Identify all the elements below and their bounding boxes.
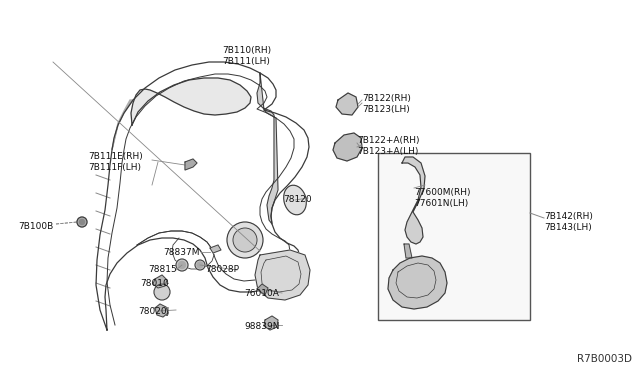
Circle shape [154, 284, 170, 300]
Bar [378, 153, 530, 320]
Ellipse shape [284, 185, 307, 215]
Text: 98839N: 98839N [244, 322, 280, 331]
Text: 77600M(RH)
77601N(LH): 77600M(RH) 77601N(LH) [414, 188, 470, 208]
Polygon shape [255, 250, 310, 300]
Polygon shape [404, 244, 412, 258]
Text: 7B100B: 7B100B [18, 222, 53, 231]
Text: 7B110(RH)
7B111(LH): 7B110(RH) 7B111(LH) [222, 46, 271, 66]
Polygon shape [264, 316, 278, 330]
Circle shape [77, 217, 87, 227]
Polygon shape [155, 304, 168, 317]
Text: 78028P: 78028P [205, 265, 239, 274]
Text: 78010: 78010 [140, 279, 169, 288]
Polygon shape [210, 245, 221, 253]
Circle shape [195, 260, 205, 270]
Text: 7B111E(RH)
7B111F(LH): 7B111E(RH) 7B111F(LH) [88, 152, 143, 172]
Text: R7B0003D: R7B0003D [577, 354, 632, 364]
Text: 78120: 78120 [283, 195, 312, 204]
Polygon shape [402, 157, 425, 244]
Polygon shape [257, 284, 268, 295]
Text: 78815: 78815 [148, 265, 177, 274]
Circle shape [176, 259, 188, 271]
Text: 7B142(RH)
7B143(LH): 7B142(RH) 7B143(LH) [544, 212, 593, 232]
Circle shape [179, 262, 186, 269]
Circle shape [227, 222, 263, 258]
Polygon shape [131, 78, 251, 125]
Circle shape [197, 262, 203, 268]
Polygon shape [185, 159, 197, 170]
Polygon shape [153, 275, 167, 288]
Text: 76010A: 76010A [244, 289, 279, 298]
Circle shape [79, 219, 84, 224]
Text: 7B122(RH)
7B123(LH): 7B122(RH) 7B123(LH) [362, 94, 411, 114]
Text: 7B122+A(RH)
7B123+A(LH): 7B122+A(RH) 7B123+A(LH) [357, 136, 419, 156]
Polygon shape [388, 256, 447, 309]
Circle shape [233, 228, 257, 252]
Polygon shape [333, 133, 362, 161]
Text: 78837M: 78837M [163, 248, 200, 257]
Polygon shape [112, 100, 133, 150]
Text: 78020J: 78020J [138, 307, 169, 316]
Polygon shape [336, 93, 358, 115]
Polygon shape [257, 73, 278, 224]
